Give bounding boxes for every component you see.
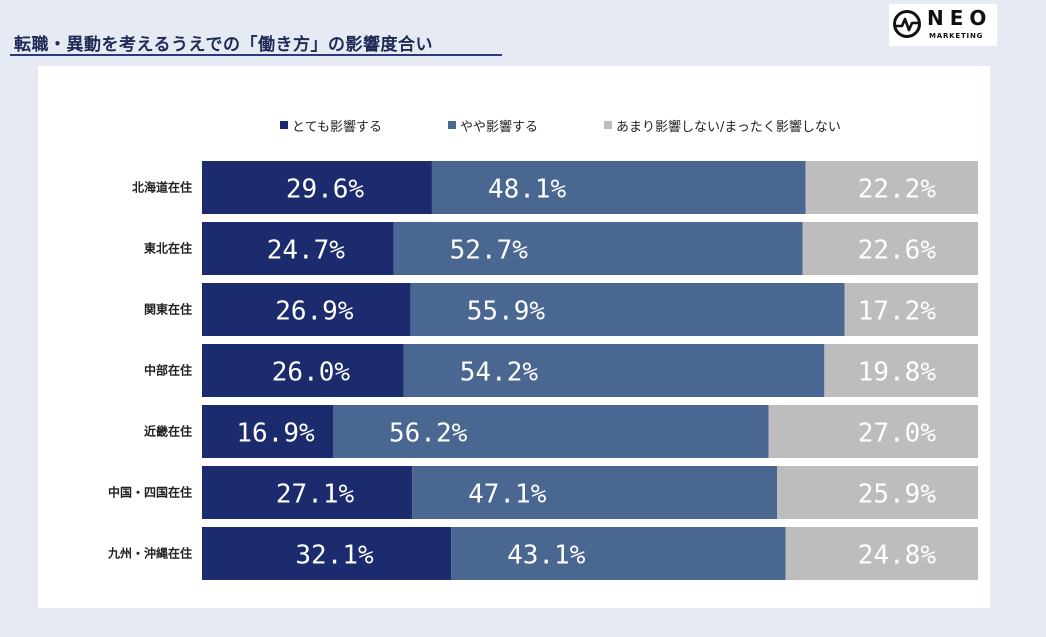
bar-segment — [805, 161, 978, 214]
bar-segment — [777, 466, 978, 519]
bar-segment — [824, 344, 978, 397]
bar-segment — [333, 405, 769, 458]
data-label: 55.9% — [467, 297, 546, 327]
legend-swatch — [280, 121, 288, 129]
bar-segment — [393, 222, 803, 275]
bar-segment — [431, 161, 806, 214]
bar-segment — [202, 344, 404, 397]
data-label: 22.6% — [858, 236, 937, 266]
bar-segment — [202, 283, 411, 336]
category-label: 中部在住 — [144, 363, 192, 378]
category-label: 北海道在住 — [132, 180, 192, 195]
data-label: 22.2% — [858, 175, 937, 205]
data-label: 27.0% — [858, 419, 937, 449]
data-label: 27.1% — [276, 480, 355, 510]
legend-label: やや影響する — [459, 119, 538, 135]
chart-legend: とても影響する やや影響する あまり影響しない/まったく影響しない — [280, 116, 841, 135]
bar-segment — [403, 344, 825, 397]
category-label: 関東在住 — [144, 302, 192, 317]
bar-segment — [844, 283, 978, 336]
bar-segment — [202, 527, 452, 580]
category-label: 近畿在住 — [144, 424, 192, 439]
data-label: 54.2% — [460, 358, 539, 388]
bar-segment — [202, 222, 394, 275]
data-label: 16.9% — [236, 419, 315, 449]
data-label: 17.2% — [858, 297, 937, 327]
bar-segment — [202, 161, 432, 214]
category-label: 東北在住 — [144, 241, 192, 256]
pulse-circle-icon — [893, 10, 921, 38]
bar-segment — [451, 527, 786, 580]
title-underline — [10, 54, 502, 56]
data-label: 47.1% — [468, 480, 547, 510]
data-label: 25.9% — [858, 480, 937, 510]
legend-swatch — [603, 121, 612, 129]
data-label: 26.0% — [272, 358, 351, 388]
data-label: 24.7% — [267, 236, 346, 266]
bar-segment — [802, 222, 978, 275]
legend-label: とても影響する — [292, 119, 382, 135]
data-label: 43.1% — [507, 541, 586, 571]
category-label: 九州・沖縄在住 — [107, 546, 192, 561]
logo-wordmark: NEO — [927, 6, 993, 30]
bar-segment — [202, 466, 413, 519]
bar-segment — [202, 405, 334, 458]
data-label: 29.6% — [286, 175, 365, 205]
legend-item-3: あまり影響しない/まったく影響しない — [603, 116, 841, 135]
data-label: 52.7% — [450, 236, 529, 266]
legend-swatch — [447, 121, 456, 129]
page-title: 転職・異動を考えるうえでの「働き方」の影響度合い — [14, 35, 433, 55]
legend-label: あまり影響しない/まったく影響しない — [615, 119, 841, 135]
data-label: 56.2% — [389, 419, 468, 449]
legend-item-2: やや影響する — [447, 116, 538, 135]
data-label: 32.1% — [295, 541, 374, 571]
bar-segment — [785, 527, 978, 580]
data-label: 48.1% — [488, 175, 567, 205]
bar-segment — [412, 466, 778, 519]
data-label: 19.8% — [858, 358, 937, 388]
category-label: 中国・四国在住 — [108, 485, 192, 500]
logo-subtitle: MARKETING — [929, 32, 984, 40]
data-label: 24.8% — [858, 541, 937, 571]
bar-segment — [410, 283, 845, 336]
legend-item-1: とても影響する — [280, 116, 382, 135]
data-label: 26.9% — [275, 297, 354, 327]
logo: NEO MARKETING — [889, 4, 997, 46]
bar-segment — [768, 405, 978, 458]
